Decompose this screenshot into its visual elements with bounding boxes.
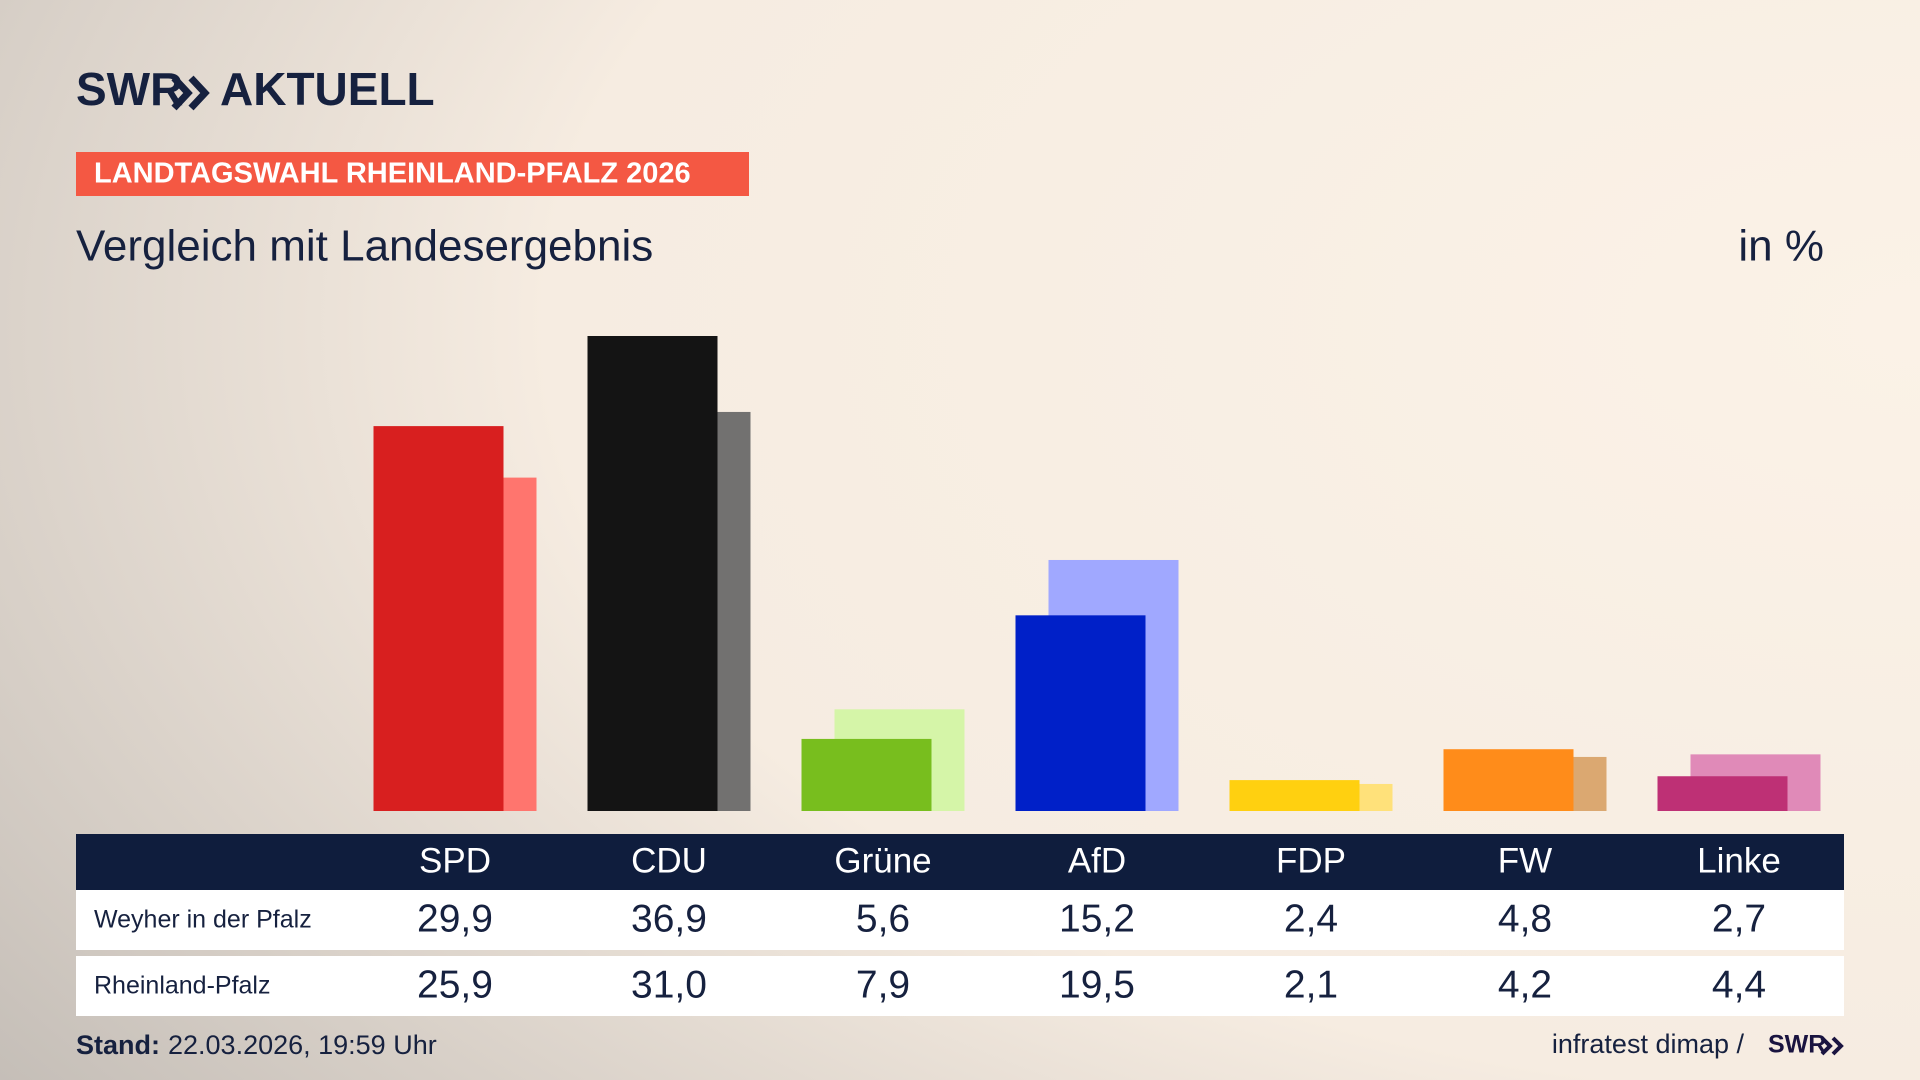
source: infratest dimap / xyxy=(1552,1029,1745,1059)
category-label: Grüne xyxy=(834,841,931,880)
bar xyxy=(1015,615,1146,811)
stand-label: Stand: xyxy=(76,1030,160,1060)
bar xyxy=(373,426,504,811)
row-label: Weyher in der Pfalz xyxy=(94,906,312,934)
source-logo: SWR xyxy=(1768,1031,1826,1059)
value-label: 31,0 xyxy=(631,963,707,1006)
logo-suffix: AKTUELL xyxy=(220,63,435,115)
category-label: FDP xyxy=(1276,841,1346,880)
table-header xyxy=(76,834,1844,890)
category-label: SPD xyxy=(419,841,491,880)
stand: 22.03.2026, 19:59 Uhr xyxy=(168,1030,437,1060)
value-label: 29,9 xyxy=(417,897,493,940)
tag: LANDTAGSWAHL RHEINLAND-PFALZ 2026 xyxy=(94,158,691,190)
logo: SWR xyxy=(76,63,183,115)
table-row xyxy=(76,956,1844,1016)
chart-title: Vergleich mit Landesergebnis xyxy=(76,222,653,271)
value-label: 4,8 xyxy=(1498,897,1552,940)
value-label: 36,9 xyxy=(631,897,707,940)
category-label: CDU xyxy=(631,841,707,880)
category-label: AfD xyxy=(1068,841,1126,880)
category-label: FW xyxy=(1498,841,1552,880)
value-label: 4,2 xyxy=(1498,963,1552,1006)
value-label: 15,2 xyxy=(1059,897,1135,940)
bar xyxy=(1229,780,1360,811)
table-row xyxy=(76,890,1844,950)
value-label: 19,5 xyxy=(1059,963,1135,1006)
value-label: 4,4 xyxy=(1712,963,1766,1006)
source-chevrons xyxy=(1820,1036,1844,1056)
value-label: 5,6 xyxy=(856,897,910,940)
bar xyxy=(587,336,718,811)
bar xyxy=(801,738,932,811)
value-label: 25,9 xyxy=(417,963,493,1006)
value-label: 2,7 xyxy=(1712,897,1766,940)
tag-background xyxy=(76,152,749,196)
bar xyxy=(1657,776,1788,811)
unit: in % xyxy=(1738,222,1824,271)
row-label: Rheinland-Pfalz xyxy=(94,972,271,1000)
bar xyxy=(1443,749,1574,811)
value-label: 2,4 xyxy=(1284,897,1338,940)
value-label: 2,1 xyxy=(1284,963,1338,1006)
value-label: 7,9 xyxy=(856,963,910,1006)
logo-chevrons xyxy=(171,75,210,111)
category-label: Linke xyxy=(1697,841,1781,880)
